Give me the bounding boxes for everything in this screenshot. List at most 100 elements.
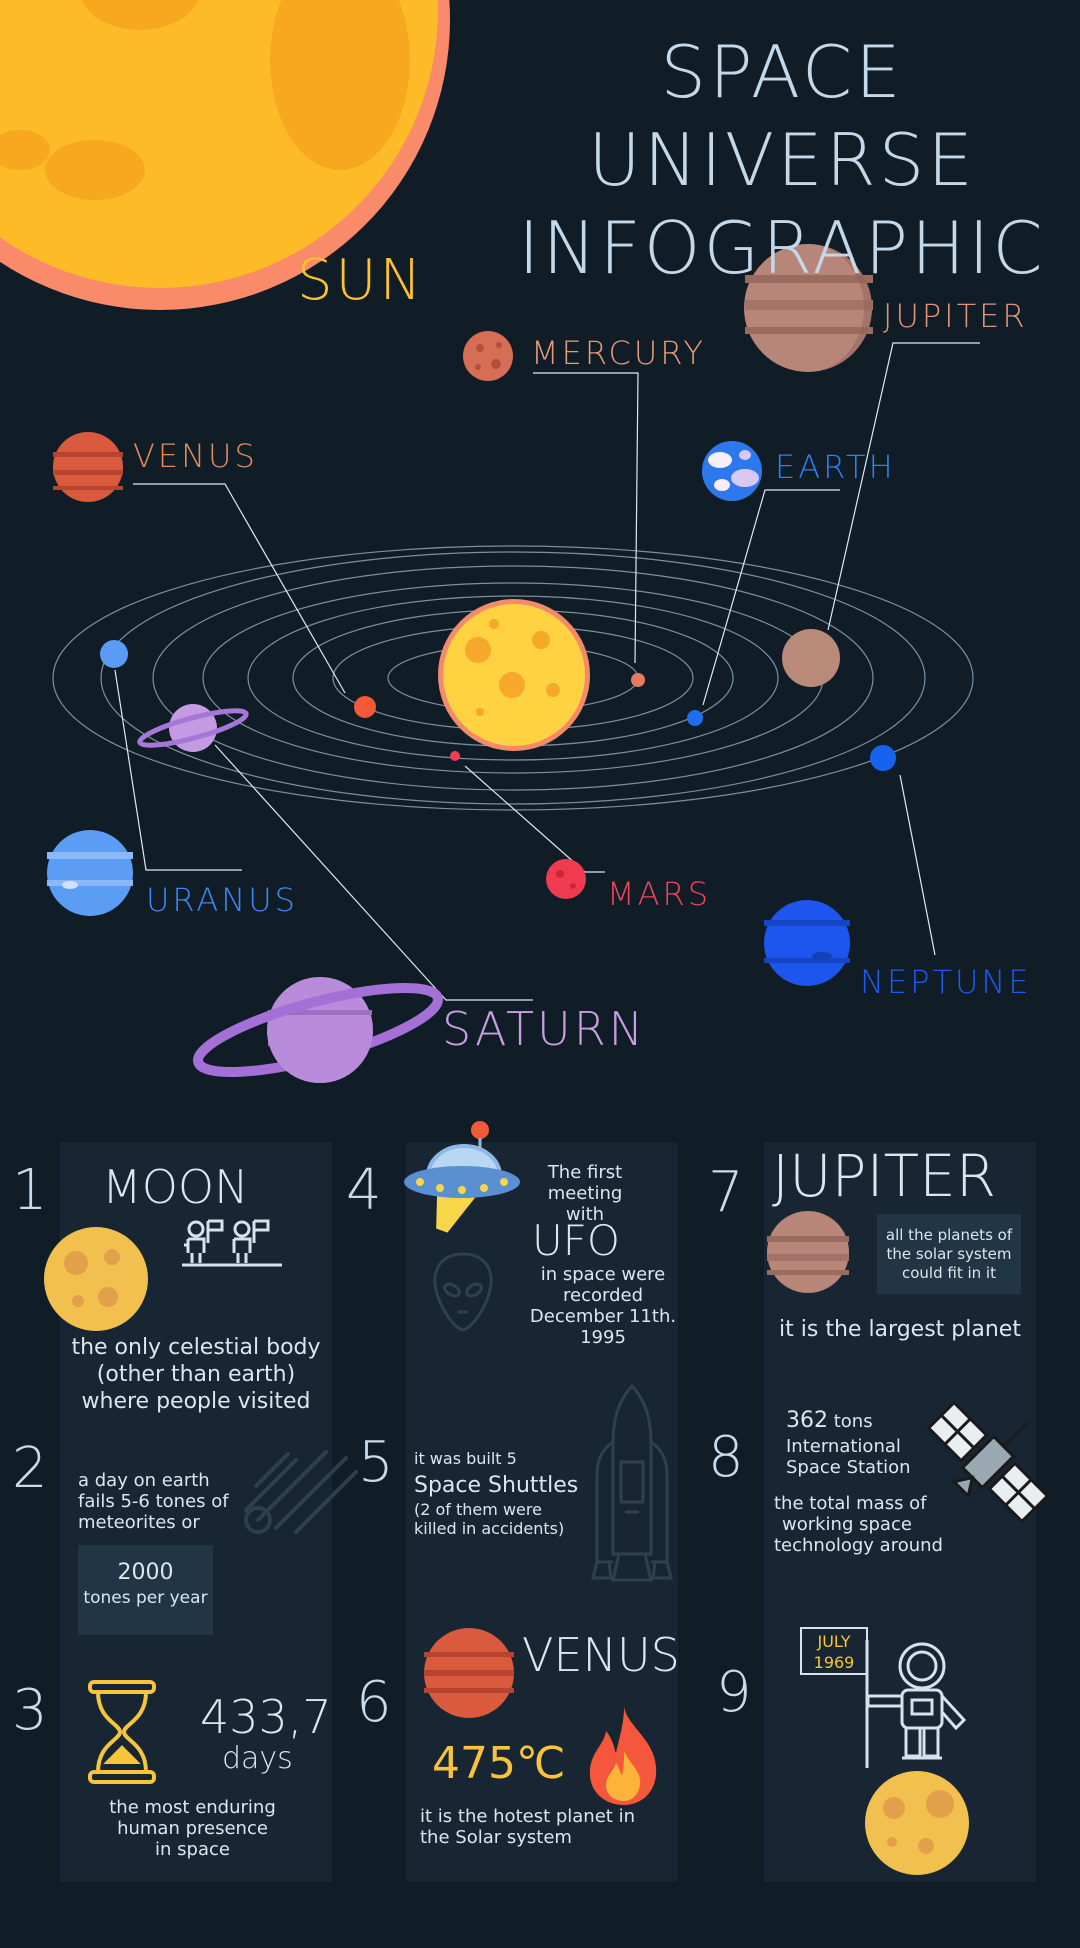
days-value: 433,7 <box>200 1690 332 1744</box>
mars-orbit-icon <box>450 751 460 761</box>
jupiter-label: JUPITER <box>883 297 1028 335</box>
iss-name: International Space Station <box>786 1436 911 1478</box>
moon-description: the only celestial body (other than eart… <box>60 1334 332 1415</box>
neptune-icon <box>764 900 850 986</box>
fact-number-2: 2 <box>12 1436 48 1501</box>
page-title: SPACE UNIVERSE INFOGRAPHIC <box>502 28 1062 292</box>
days-line-3: in space <box>155 1839 230 1860</box>
venus-fact-title: VENUS <box>522 1628 680 1682</box>
astronauts-icon <box>182 1219 282 1267</box>
iss-description: the total mass of working space technolo… <box>774 1493 943 1556</box>
earth-label: EARTH <box>775 448 896 486</box>
jupiter-icon <box>744 244 873 372</box>
fact-number-6: 6 <box>356 1670 392 1735</box>
fact-number-7: 7 <box>708 1160 744 1225</box>
shuttles-line-2: (2 of them were <box>414 1500 542 1519</box>
date-flag: JULY 1969 <box>800 1627 868 1675</box>
ufo-line-5: December 11th. <box>529 1306 677 1327</box>
shuttles-line-3: killed in accidents) <box>414 1519 565 1538</box>
moon-icon <box>44 1227 148 1331</box>
moon-line-1: the only celestial body <box>71 1335 321 1360</box>
meteorites-box: 2000 tones per year <box>78 1545 213 1635</box>
flag-month: JULY <box>817 1632 851 1651</box>
venus-line-1: it is the hotest planet in <box>420 1806 635 1827</box>
iss-mass: 362 tons <box>786 1408 873 1433</box>
space-shuttle-icon <box>591 1383 673 1582</box>
jupiter-fact-icon <box>767 1211 849 1293</box>
shuttles-built: it was built 5 <box>414 1449 517 1468</box>
jupiter-box-line-3: could fit in it <box>902 1264 996 1282</box>
flag-year: 1969 <box>813 1653 855 1672</box>
iss-value: 362 <box>786 1408 828 1433</box>
fact-number-1: 1 <box>12 1158 48 1223</box>
ufo-intro: The first meeting with <box>530 1162 640 1225</box>
neptune-label: NEPTUNE <box>860 963 1032 1001</box>
venus-fact-description: it is the hotest planet in the Solar sys… <box>420 1806 635 1848</box>
iss-line-3: the total mass of <box>774 1493 927 1514</box>
venus-icon <box>53 432 123 502</box>
moon-title: MOON <box>102 1160 249 1214</box>
iss-line-4: working space <box>782 1514 912 1535</box>
hourglass-icon <box>88 1680 156 1784</box>
meteorites-value: 2000 <box>117 1560 174 1585</box>
earth-orbit-icon <box>687 710 703 726</box>
jupiter-box-line-2: the solar system <box>886 1245 1012 1263</box>
uranus-icon <box>47 830 133 916</box>
iss-line-5: technology around <box>774 1535 943 1556</box>
mercury-orbit-icon <box>631 673 645 687</box>
meteorites-unit: tones per year <box>83 1588 208 1608</box>
ufo-line-1: The first <box>547 1162 623 1183</box>
iss-line-1: International <box>786 1436 901 1457</box>
ufo-title: UFO <box>532 1216 620 1265</box>
days-line-1: the most enduring <box>109 1797 276 1818</box>
ufo-line-4: recorded <box>563 1285 643 1306</box>
leader-lines <box>114 342 980 1001</box>
venus-fact-icon <box>424 1628 514 1718</box>
mars-label: MARS <box>607 875 712 913</box>
ufo-line-2: meeting with <box>547 1183 623 1225</box>
uranus-label: URANUS <box>146 881 298 919</box>
jupiter-largest: it is the largest planet <box>779 1317 1021 1342</box>
venus-temperature: 475℃ <box>432 1738 566 1789</box>
mars-icon <box>546 859 586 899</box>
mercury-label: MERCURY <box>531 334 706 372</box>
ufo-line-3: in space were <box>540 1264 666 1285</box>
jupiter-fit-box: all the planets of the solar system coul… <box>877 1214 1021 1294</box>
uranus-orbit-icon <box>100 640 128 668</box>
fire-icon <box>589 1707 657 1805</box>
jupiter-box-line-1: all the planets of <box>885 1226 1013 1244</box>
jupiter-fact-title: JUPITER <box>772 1142 997 1210</box>
fact-number-3: 3 <box>12 1678 48 1743</box>
days-description: the most enduring human presence in spac… <box>80 1797 305 1860</box>
jupiter-orbit-icon <box>782 629 840 687</box>
moon-surface-icon <box>865 1771 969 1875</box>
alien-icon <box>433 1252 493 1332</box>
sun-icon <box>438 599 590 751</box>
meteorites-line-2: fails 5-6 tones of <box>78 1491 229 1512</box>
moon-line-3: where people visited <box>81 1389 311 1414</box>
venus-label: VENUS <box>133 437 258 475</box>
saturn-orbit-icon <box>137 704 249 752</box>
title-line-2: INFOGRAPHIC <box>518 206 1046 290</box>
iss-unit: tons <box>833 1411 873 1432</box>
ufo-line-6: 1995 <box>580 1327 626 1348</box>
saturn-icon <box>193 977 443 1083</box>
sun-corner-icon <box>0 0 450 310</box>
meteorites-description: a day on earth fails 5-6 tones of meteor… <box>78 1470 229 1533</box>
iss-line-2: Space Station <box>786 1457 911 1478</box>
ufo-description: in space were recorded December 11th. 19… <box>528 1264 678 1348</box>
earth-icon <box>702 441 762 501</box>
days-unit: days <box>222 1741 293 1776</box>
fact-number-9: 9 <box>716 1660 752 1725</box>
mercury-icon <box>463 331 513 381</box>
satellite-icon <box>926 1400 1050 1524</box>
meteorites-line-1: a day on earth <box>78 1470 210 1491</box>
days-line-2: human presence <box>117 1818 268 1839</box>
saturn-label: SATURN <box>442 1002 647 1056</box>
astronaut-icon <box>865 1640 967 1768</box>
venus-orbit-icon <box>354 696 376 718</box>
venus-line-2: the Solar system <box>420 1827 572 1848</box>
fact-number-5: 5 <box>358 1430 394 1495</box>
meteorites-line-3: meteorites or <box>78 1512 200 1533</box>
